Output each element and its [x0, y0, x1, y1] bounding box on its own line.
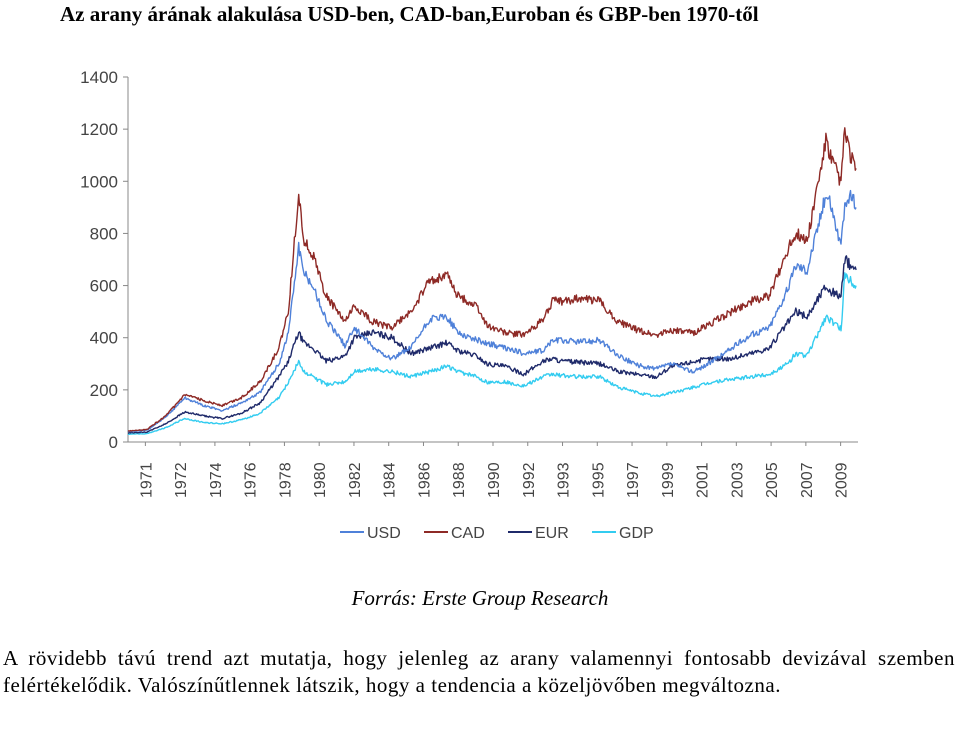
- x-tick-label: 1997: [625, 462, 642, 498]
- x-tick-label: 2003: [729, 462, 746, 498]
- legend-label-gdp: GDP: [619, 525, 654, 542]
- x-tick-label: 1978: [277, 462, 294, 498]
- x-tick-label: 1999: [660, 462, 677, 498]
- x-tick-label: 1974: [208, 462, 225, 498]
- x-tick-label: 1972: [173, 462, 190, 498]
- y-tick-label: 200: [90, 381, 118, 400]
- y-tick-label: 400: [90, 329, 118, 348]
- series-line-cad: [127, 127, 857, 432]
- x-tick-label: 1982: [347, 462, 364, 498]
- body-paragraph: A rövidebb távú trend azt mutatja, hogy …: [3, 646, 955, 697]
- x-tick-label: 1971: [138, 462, 155, 498]
- series-lines: [127, 127, 857, 435]
- x-tick-label: 1984: [382, 462, 399, 498]
- x-axis: 1971 1972 1974 1976 1978 1980 1982 1984 1986 1988…: [128, 441, 858, 498]
- y-tick-label: 1400: [80, 68, 118, 87]
- x-tick-label: 1992: [521, 462, 538, 498]
- legend-label-cad: CAD: [451, 525, 485, 542]
- series-line-usd: [127, 189, 857, 433]
- x-tick-label: 1976: [243, 462, 260, 498]
- x-tick-label: 1986: [416, 462, 433, 498]
- document-title: Az arany árának alakulása USD-ben, CAD-b…: [60, 2, 759, 26]
- x-tick-label: 2009: [834, 462, 851, 498]
- y-tick-label: 1000: [80, 172, 118, 191]
- source-note: Forrás: Erste Group Research: [351, 586, 609, 610]
- series-line-gdp: [127, 272, 857, 435]
- x-tick-label: 2001: [695, 462, 712, 498]
- y-tick-label: 800: [90, 224, 118, 243]
- x-tick-label: 1993: [556, 462, 573, 498]
- y-tick-label: 1200: [80, 120, 118, 139]
- y-tick-label: 600: [90, 277, 118, 296]
- x-tick-label: 1988: [451, 462, 468, 498]
- x-tick-label: 1990: [486, 462, 503, 498]
- x-tick-label: 2007: [799, 462, 816, 498]
- x-tick-label: 1980: [312, 462, 329, 498]
- legend-label-usd: USD: [367, 525, 401, 542]
- series-line-eur: [128, 255, 857, 434]
- y-axis: 0 200 400 600 800 1000 1200 1400: [80, 68, 129, 452]
- y-tick-label: 0: [109, 433, 118, 452]
- x-tick-label: 1995: [590, 462, 607, 498]
- legend-label-eur: EUR: [535, 525, 569, 542]
- x-tick-label: 2005: [764, 462, 781, 498]
- legend: USD CAD EUR GDP: [340, 525, 654, 542]
